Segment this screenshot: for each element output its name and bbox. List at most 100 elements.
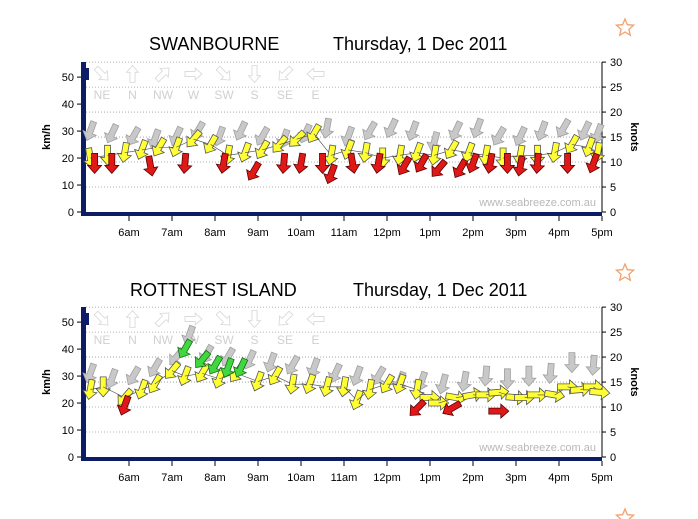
chart-date: Thursday, 1 Dec 2011 <box>353 280 527 300</box>
x-tick-label: 11am <box>331 472 358 484</box>
wind-arrow <box>254 139 271 160</box>
gust-arrow <box>103 122 120 144</box>
moderate-arrow <box>177 338 194 359</box>
compass-legend-label: N <box>128 333 137 347</box>
wind-arrow <box>589 384 611 401</box>
y-axis-bar <box>81 307 86 460</box>
compass-legend-label: NE <box>94 333 111 347</box>
calm-arrow <box>499 152 516 175</box>
gust-arrow <box>262 351 278 373</box>
gust-arrow <box>533 120 549 142</box>
x-tick-label: 6am <box>118 227 139 239</box>
wind-arrow <box>116 141 133 164</box>
compass-legend-arrow <box>125 309 140 328</box>
compass-legend-arrow <box>215 65 231 81</box>
wind-arrow <box>546 141 563 164</box>
wind-arrow <box>147 373 163 394</box>
gust-arrow <box>434 373 451 395</box>
right-tick-label: 15 <box>610 132 622 144</box>
wind-arrow <box>186 129 203 148</box>
gust-arrow <box>499 368 516 390</box>
gust-arrow <box>542 362 559 384</box>
watermark: www.seabreeze.com.au <box>478 442 596 454</box>
calm-arrow <box>116 394 132 416</box>
wind-arrow <box>361 378 378 401</box>
moderate-arrow <box>232 357 249 378</box>
wind-arrow <box>379 373 396 394</box>
gust-arrow <box>383 117 399 139</box>
compass-legend-arrow <box>278 65 294 81</box>
wind-arrow <box>284 373 300 395</box>
calm-arrow <box>585 152 601 174</box>
gust-arrow <box>348 365 364 387</box>
calm-arrow <box>143 155 159 177</box>
right-tick-label: 5 <box>610 427 616 439</box>
compass-legend-arrow <box>154 67 170 83</box>
right-tick-label: 0 <box>610 452 616 464</box>
calm-arrow <box>103 152 120 175</box>
compass-legend-arrow <box>93 310 109 326</box>
wind-arrow <box>426 144 442 166</box>
gust-arrow <box>284 354 301 375</box>
wind-arrow <box>564 133 581 154</box>
calm-arrow <box>275 152 292 174</box>
x-tick-label: 10am <box>287 472 315 484</box>
calm-arrow <box>370 152 386 174</box>
calm-arrow <box>86 152 103 175</box>
y-label-left: km/h <box>41 124 53 150</box>
wind-trace-segment <box>103 386 125 398</box>
left-tick-label: 40 <box>62 99 74 111</box>
x-tick-label: 12pm <box>373 227 401 239</box>
left-tick-label: 50 <box>62 317 74 329</box>
axis-notch <box>86 68 89 80</box>
y-label-left: km/h <box>41 369 53 395</box>
calm-arrow <box>314 152 331 175</box>
wind-arrow <box>267 365 284 386</box>
wind-arrow <box>237 141 252 163</box>
compass-legend-arrow <box>306 312 325 326</box>
calm-arrow <box>176 152 193 174</box>
gust-arrow <box>362 120 378 141</box>
chart-panel-swanbourne: SWANBOURNE Thursday, 1 Dec 2011 0 5 10 15 20 25… <box>41 17 640 239</box>
x-tick-label: 2pm <box>462 472 483 484</box>
gust-arrow <box>477 365 494 387</box>
x-tick-label: 6am <box>118 472 139 484</box>
calm-arrow <box>512 155 528 177</box>
compass-legend-arrow <box>184 312 203 326</box>
left-tick-label: 40 <box>62 344 74 356</box>
compass-legend-label: SE <box>277 88 293 102</box>
left-tick-label: 30 <box>62 371 74 383</box>
x-tick-label: 7am <box>161 472 182 484</box>
y-label-right: knots <box>628 122 640 151</box>
compass-legend-label: NE <box>94 88 111 102</box>
right-tick-label: 10 <box>610 402 622 414</box>
wind-arrow <box>323 144 339 166</box>
compass-legend-arrow <box>278 310 294 326</box>
wind-arrow <box>335 376 352 398</box>
calm-arrow <box>323 163 338 185</box>
gust-arrow <box>82 362 98 384</box>
chart-title: SWANBOURNE <box>149 34 279 54</box>
compass-legend-label: S <box>250 333 258 347</box>
star-icon <box>614 17 636 37</box>
wind-arrow <box>318 375 334 398</box>
wind-arrow <box>460 141 476 163</box>
calm-arrow <box>431 158 448 177</box>
x-tick-label: 9am <box>247 227 268 239</box>
compass-legend-label: S <box>250 88 258 102</box>
moderate-arrow <box>195 349 212 369</box>
wind-arrow <box>301 373 317 395</box>
gust-arrow <box>232 120 249 141</box>
wind-arrow <box>357 141 373 164</box>
calm-arrow <box>452 158 469 178</box>
compass-legend-label: NW <box>153 88 174 102</box>
right-tick-label: 30 <box>610 57 622 69</box>
wind-arrow <box>151 136 168 157</box>
wind-arrow <box>306 123 323 143</box>
compass-legend-arrow <box>154 312 170 328</box>
chart-title: ROTTNEST ISLAND <box>130 280 297 300</box>
right-tick-label: 20 <box>610 352 622 364</box>
gust-arrow <box>576 120 593 141</box>
gust-arrow <box>491 125 507 146</box>
compass-legend-label: W <box>188 88 200 102</box>
